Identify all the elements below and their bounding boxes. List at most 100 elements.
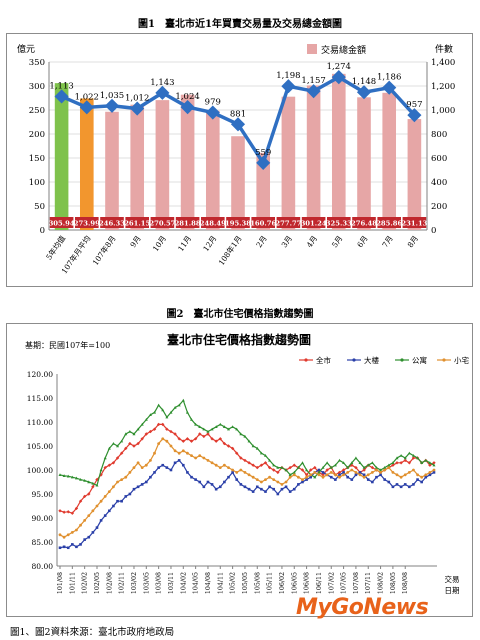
series-2-point xyxy=(136,427,140,431)
series-3-point xyxy=(329,471,333,474)
series-1-point xyxy=(292,487,296,491)
series-2-point xyxy=(296,466,300,469)
legend-label-0: 全市 xyxy=(316,355,331,365)
series-1-point xyxy=(95,526,99,529)
x-tick-label: 108/08 xyxy=(402,572,409,594)
series-1-point xyxy=(235,478,239,481)
series-1-point xyxy=(272,487,276,491)
series-3-point xyxy=(403,473,407,477)
series-3-point xyxy=(91,509,95,513)
y-right-tick: 1,200 xyxy=(431,82,455,92)
y-tick: 95.00 xyxy=(32,490,54,499)
x-tick-label: 107/05 xyxy=(341,572,348,594)
series-2-point xyxy=(346,466,350,469)
series-1-point xyxy=(186,471,189,474)
series-2-point xyxy=(95,483,99,487)
series-3-point xyxy=(370,471,374,474)
bar-value-label: 281.88 xyxy=(175,220,201,228)
bar-value-label: 270.57 xyxy=(149,220,175,228)
series-1-point xyxy=(354,473,358,477)
bar-value-label: 305.94 xyxy=(49,220,75,228)
series-1-point xyxy=(383,478,386,481)
x-tick-label: 105/08 xyxy=(254,572,261,594)
series-1-point xyxy=(214,487,218,491)
series-0-point xyxy=(177,437,181,441)
series-2-point xyxy=(263,454,267,457)
series-2-point xyxy=(383,466,387,469)
series-1-point xyxy=(251,490,255,493)
series-1-point xyxy=(268,485,271,489)
series-2-point xyxy=(387,463,391,467)
series-2-point xyxy=(124,432,128,436)
series-2-point xyxy=(169,410,173,414)
series-1-point xyxy=(329,475,333,479)
volume-point-2 xyxy=(104,98,120,113)
series-2-point xyxy=(140,422,144,426)
x-tick-label: 103/08 xyxy=(156,572,163,594)
series-3-point xyxy=(416,473,419,477)
series-3-point xyxy=(239,468,243,472)
volume-label: 1,035 xyxy=(100,91,124,101)
bar-13 xyxy=(382,92,397,230)
series-2-point xyxy=(276,466,280,469)
series-3-point xyxy=(358,473,362,477)
bar-3 xyxy=(130,104,145,230)
series-2-point xyxy=(255,446,259,450)
series-1-point xyxy=(132,487,136,491)
series-1-point xyxy=(210,483,214,486)
volume-label: 1,274 xyxy=(327,62,351,72)
series-2-point xyxy=(416,456,420,460)
legend-swatch xyxy=(307,44,317,54)
data-source-note: 圖1、圖2資料來源：臺北市政府地政局 xyxy=(10,627,175,638)
bar-2 xyxy=(105,111,119,230)
x-tick-label: 107/11 xyxy=(365,572,372,594)
y-left-tick: 150 xyxy=(29,154,45,164)
series-2-point xyxy=(424,458,428,462)
legend-marker-3 xyxy=(442,358,446,362)
series-2-point xyxy=(62,474,66,477)
volume-label: 1,148 xyxy=(352,77,376,87)
series-1-point xyxy=(87,535,91,539)
series-3-point xyxy=(247,473,251,477)
y-left-tick: 0 xyxy=(40,226,45,236)
x-tick-label: 105/05 xyxy=(242,572,249,594)
y-left-tick: 200 xyxy=(29,130,45,140)
x-tick-label: 103/05 xyxy=(143,572,150,594)
series-2-point xyxy=(358,461,362,464)
bar-value-bg xyxy=(327,217,351,228)
bar-value-label: 261.15 xyxy=(124,220,150,228)
series-3-point xyxy=(112,485,115,489)
series-1-point xyxy=(218,485,222,489)
series-1-point xyxy=(149,475,152,479)
series-2-point xyxy=(325,461,329,464)
series-2-point xyxy=(272,463,276,467)
series-3-point xyxy=(75,528,78,532)
series-2-point xyxy=(300,461,304,464)
series-3-point xyxy=(296,475,300,479)
series-3-point xyxy=(128,471,132,474)
series-0-point xyxy=(66,510,70,514)
bar-11 xyxy=(331,73,346,230)
series-2-point xyxy=(337,458,341,462)
series-2-point xyxy=(247,439,251,443)
series-1-point xyxy=(346,475,349,479)
series-2-point xyxy=(218,422,222,426)
series-1-point xyxy=(66,546,70,550)
series-2-point xyxy=(128,430,132,433)
series-0-point xyxy=(403,458,407,463)
series-1-point xyxy=(399,485,403,489)
x-tick-label: 103/11 xyxy=(168,572,175,594)
series-0-point xyxy=(309,468,313,472)
series-1-point xyxy=(432,471,436,474)
series-1-point xyxy=(428,473,432,477)
series-3-point xyxy=(132,466,136,469)
x-tick-label: 103/02 xyxy=(131,572,138,594)
x-tick-label: 10月 xyxy=(151,234,168,253)
bar-value-label: 285.86 xyxy=(376,220,402,228)
series-0-point xyxy=(411,456,416,460)
x-tick-label: 108/05 xyxy=(390,572,397,594)
bar-value-label: 325.33 xyxy=(326,220,352,228)
series-0-point xyxy=(272,468,276,472)
legend-marker-2 xyxy=(400,358,404,362)
series-3-point xyxy=(317,473,321,477)
